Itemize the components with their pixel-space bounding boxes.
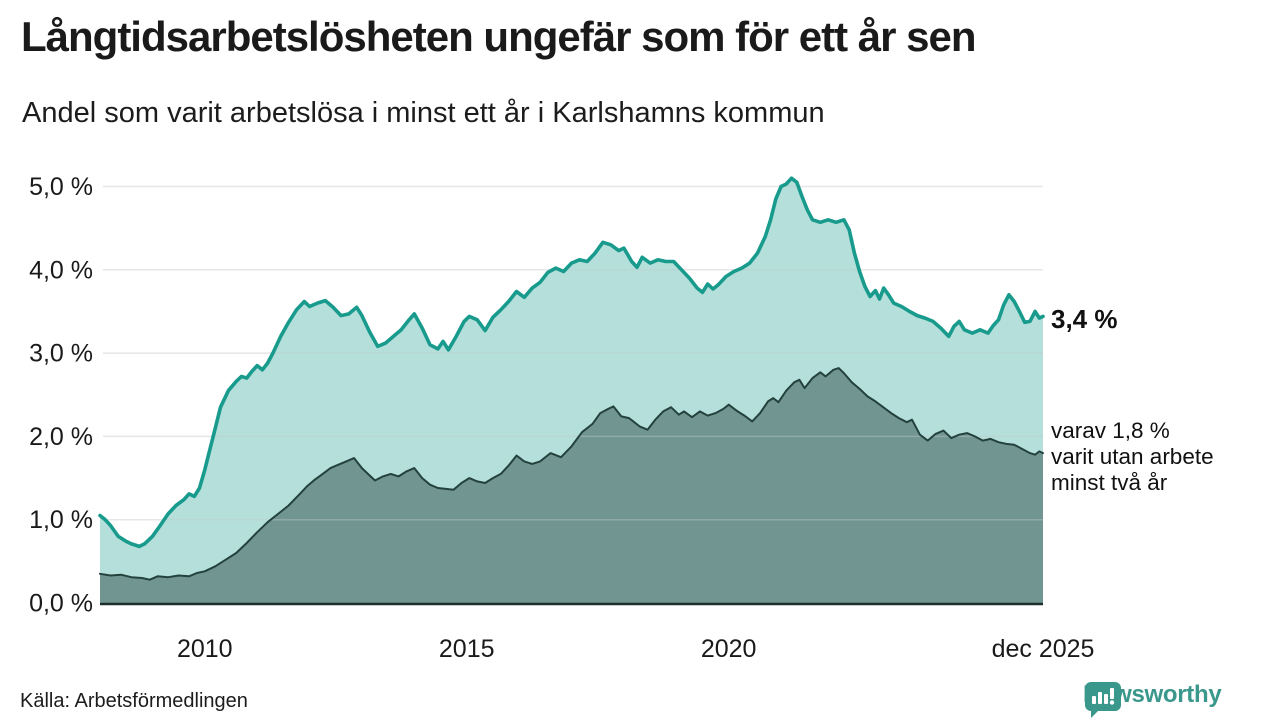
dark-series-area [100,368,1043,603]
teal-series-end-label: 3,4 % [1051,304,1118,334]
dark-series-line [99,367,1044,581]
chart-subtitle: Andel som varit arbetslösa i minst ett å… [22,97,825,129]
teal-series-area [100,178,1043,603]
teal-series-line [98,176,1045,549]
dark-series-end-label: varav 1,8 % varit utan arbete minst två … [1051,418,1214,495]
x-tick-label: 2020 [701,635,757,663]
y-tick-label: 2,0 % [29,423,93,451]
y-tick-label: 5,0 % [29,173,93,201]
source-attribution: Källa: Arbetsförmedlingen [20,690,248,712]
page-title: Långtidsarbetslösheten ungefär som för e… [21,13,977,60]
newsworthy-logo-icon [1085,682,1121,718]
x-tick-label: 2010 [177,635,233,663]
y-tick-label: 3,0 % [29,340,93,368]
y-tick-label: 1,0 % [29,506,93,534]
x-tick-label: 2015 [439,635,495,663]
x-tick-label: dec 2025 [992,635,1095,663]
newsworthy-logo: Newsworthy [1083,681,1222,718]
y-tick-label: 0,0 % [29,590,93,618]
y-tick-label: 4,0 % [29,256,93,284]
